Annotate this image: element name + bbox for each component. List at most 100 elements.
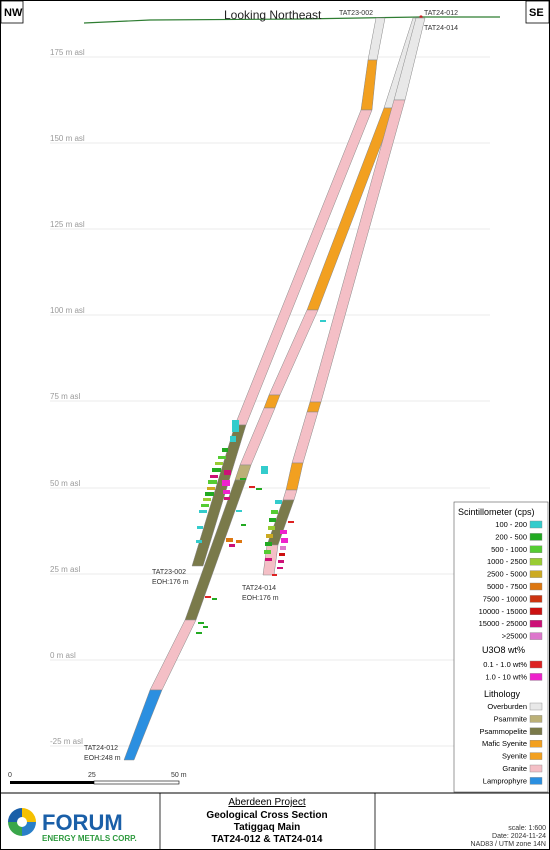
legend-litho-title: Lithology bbox=[484, 689, 521, 699]
legend: Scintillometer (cps) 100 - 200 200 - 500 5… bbox=[453, 501, 549, 793]
company-name: FORUM bbox=[42, 810, 123, 835]
drillhole-tat23-002 bbox=[191, 17, 386, 567]
scale-label-25: 25 bbox=[88, 772, 96, 779]
legend-swatch bbox=[529, 702, 543, 711]
legend-item-label: Overburden bbox=[487, 702, 527, 711]
legend-item-label: Syenite bbox=[502, 752, 527, 761]
elevation-labels: 175 m asl 150 m asl 125 m asl 100 m asl … bbox=[50, 48, 85, 746]
litho-syenite bbox=[360, 59, 378, 111]
forum-logo-icon bbox=[8, 808, 36, 836]
legend-scint-items: 100 - 200 200 - 500 500 - 1000 1000 - 2500 2… bbox=[479, 520, 543, 641]
legend-swatch bbox=[529, 533, 543, 541]
legend-item-label: 0.1 - 1.0 wt% bbox=[483, 660, 527, 669]
eoh-depth: EOH:248 m bbox=[84, 755, 121, 762]
view-direction-title: Looking Northeast bbox=[224, 8, 322, 22]
litho-granite bbox=[291, 411, 319, 464]
legend-swatch bbox=[529, 632, 543, 640]
legend-swatch bbox=[529, 520, 543, 529]
eoh-hole-name: TAT23-002 bbox=[152, 569, 186, 576]
corner-nw: NW bbox=[0, 0, 24, 24]
legend-swatch bbox=[529, 727, 543, 735]
scintillometer-readings-tat23-002 bbox=[196, 420, 239, 543]
elevation-label: 125 m asl bbox=[50, 220, 85, 229]
litho-syenite bbox=[306, 401, 322, 413]
drillhole-tat24-014 bbox=[262, 17, 426, 576]
legend-item-label: >25000 bbox=[502, 632, 527, 641]
eoh-hole-name: TAT24-014 bbox=[242, 585, 276, 592]
legend-swatch bbox=[529, 764, 543, 773]
drillhole-tat24-012 bbox=[123, 17, 423, 761]
legend-u3o8-title: U3O8 wt% bbox=[482, 645, 525, 655]
legend-swatch bbox=[529, 673, 543, 681]
section-holes: TAT24-012 & TAT24-014 bbox=[212, 834, 323, 845]
elevation-label: 100 m asl bbox=[50, 306, 85, 315]
legend-item-label: 10000 - 15000 bbox=[479, 607, 527, 616]
corner-se-label: SE bbox=[529, 7, 544, 19]
legend-item-label: Granite bbox=[502, 764, 527, 773]
litho-granite bbox=[282, 489, 298, 501]
scale-label-0: 0 bbox=[8, 772, 12, 779]
scintillometer-readings-tat24-014 bbox=[261, 320, 326, 576]
legend-swatch bbox=[529, 620, 543, 628]
title-block: FORUM ENERGY METALS CORP. Aberdeen Proje… bbox=[0, 792, 550, 850]
elevation-label: 50 m asl bbox=[50, 479, 80, 488]
legend-item-label: 15000 - 25000 bbox=[479, 619, 527, 628]
legend-item-label: Psammopelite bbox=[479, 727, 527, 736]
legend-item-label: 2500 - 5000 bbox=[487, 570, 527, 579]
legend-swatch bbox=[529, 582, 543, 591]
eoh-label-tat24-014: TAT24-014 EOH:176 m bbox=[242, 585, 279, 602]
legend-swatch bbox=[529, 715, 543, 723]
legend-item-label: 1000 - 2500 bbox=[487, 557, 527, 566]
collar-label-tat24-012: TAT24-012 bbox=[424, 10, 458, 17]
project-name: Aberdeen Project bbox=[228, 797, 305, 808]
legend-swatch bbox=[529, 570, 543, 578]
corner-se: SE bbox=[525, 0, 550, 24]
legend-swatch bbox=[529, 752, 543, 760]
topography-line bbox=[83, 16, 500, 24]
eoh-label-tat24-012: TAT24-012 EOH:248 m bbox=[84, 745, 121, 762]
eoh-hole-name: TAT24-012 bbox=[84, 745, 118, 752]
legend-item-label: 7500 - 10000 bbox=[483, 594, 527, 603]
elevation-label: -25 m asl bbox=[50, 737, 83, 746]
elevation-label: 75 m asl bbox=[50, 392, 80, 401]
collar-label-tat23-002: TAT23-002 bbox=[339, 10, 373, 17]
legend-u3o8-items: 0.1 - 1.0 wt% 1.0 - 10 wt% bbox=[483, 660, 543, 681]
map-date: Date: 2024-11-24 bbox=[492, 833, 546, 840]
legend-item-label: 100 - 200 bbox=[495, 520, 527, 529]
elevation-label: 175 m asl bbox=[50, 48, 85, 57]
legend-swatch bbox=[529, 740, 543, 748]
scale-label-50: 50 m bbox=[171, 772, 187, 779]
scale-bar: 0 25 50 m bbox=[8, 772, 187, 785]
litho-syenite bbox=[285, 462, 304, 491]
eoh-depth: EOH:176 m bbox=[242, 595, 279, 602]
legend-item-label: 1.0 - 10 wt% bbox=[485, 672, 527, 681]
legend-item-label: 500 - 1000 bbox=[491, 545, 527, 554]
legend-litho-items: Overburden Psammite Psammopelite Mafic Syen… bbox=[479, 702, 543, 785]
map-datum: NAD83 / UTM zone 14N bbox=[471, 841, 546, 848]
legend-scint-title: Scintillometer (cps) bbox=[458, 507, 535, 517]
legend-swatch bbox=[529, 660, 543, 669]
eoh-label-tat23-002: TAT23-002 EOH:176 m bbox=[152, 569, 189, 586]
company-subtitle: ENERGY METALS CORP. bbox=[42, 834, 137, 843]
elevation-label: 25 m asl bbox=[50, 565, 80, 574]
map-scale: scale: 1:600 bbox=[508, 825, 546, 832]
legend-item-label: 200 - 500 bbox=[495, 532, 527, 541]
section-title: Geological Cross Section bbox=[206, 810, 327, 821]
legend-swatch bbox=[529, 595, 543, 603]
collar-label-tat24-014: TAT24-014 bbox=[424, 25, 458, 32]
litho-granite bbox=[149, 619, 197, 691]
legend-swatch bbox=[529, 777, 543, 785]
elevation-label: 0 m asl bbox=[50, 651, 76, 660]
scintillometer-readings-tat24-012 bbox=[196, 470, 262, 634]
litho-psammopelite bbox=[191, 424, 247, 567]
legend-item-label: Psammite bbox=[494, 714, 527, 723]
litho-syenite bbox=[263, 394, 281, 409]
litho-lamprophyre bbox=[123, 689, 163, 761]
legend-item-label: Mafic Syenite bbox=[482, 739, 527, 748]
section-location: Tatiggaq Main bbox=[234, 822, 300, 833]
elevation-label: 150 m asl bbox=[50, 134, 85, 143]
legend-item-label: Lamprophyre bbox=[483, 776, 527, 785]
litho-overburden bbox=[367, 17, 386, 61]
corner-nw-label: NW bbox=[4, 7, 23, 19]
